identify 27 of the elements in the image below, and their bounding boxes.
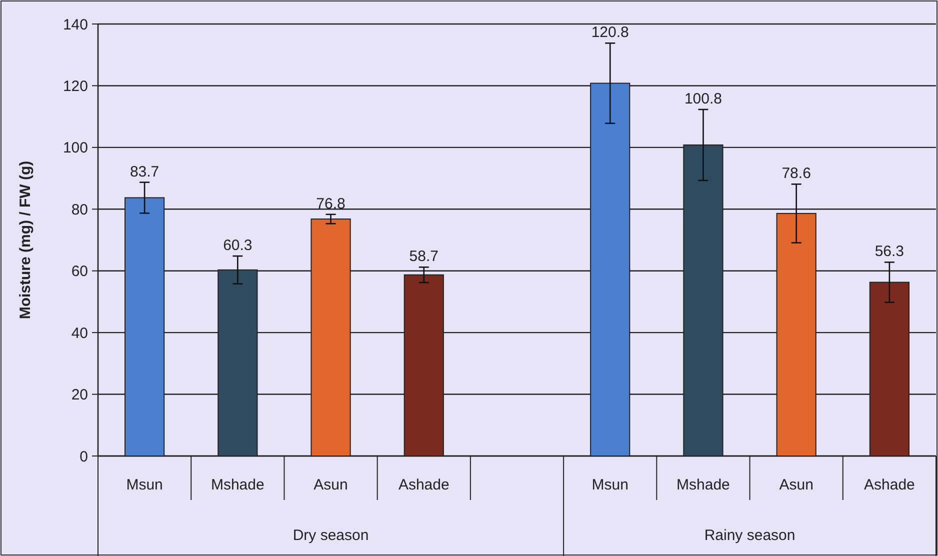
y-tick-label: 100 (62, 140, 88, 157)
y-tick-label: 60 (71, 263, 88, 280)
x-tick-label: Mshade (210, 476, 264, 494)
data-label: 100.8 (684, 90, 722, 108)
y-tick-label: 140 (62, 16, 88, 34)
x-tick-label: Mshade (676, 476, 730, 494)
y-axis-title: Moisture (mg) / FW (g) (17, 160, 34, 320)
data-label: 58.7 (409, 248, 438, 266)
data-label: 120.8 (591, 24, 629, 42)
y-tick-label: 20 (71, 386, 88, 404)
x-tick-label: Asun (779, 476, 814, 494)
data-label: 76.8 (316, 195, 346, 212)
data-label: 78.6 (782, 165, 811, 182)
x-tick-label: Msun (592, 476, 628, 494)
text: Dry season (292, 527, 369, 544)
x-tick-label: Ashade (864, 476, 915, 494)
x-tick-label: Asun (314, 476, 348, 494)
y-tick-label: 0 (80, 448, 88, 466)
y-tick-label: 80 (71, 201, 88, 218)
data-label: 56.3 (874, 243, 904, 260)
text: Rainy season (704, 527, 796, 544)
y-tick-label: 120 (62, 78, 88, 95)
data-label: 83.7 (130, 163, 160, 180)
y-tick-label: 40 (71, 324, 88, 342)
x-tick-label: Ashade (398, 476, 450, 494)
x-tick-label: Msun (126, 476, 163, 494)
data-label: 60.3 (223, 237, 252, 254)
